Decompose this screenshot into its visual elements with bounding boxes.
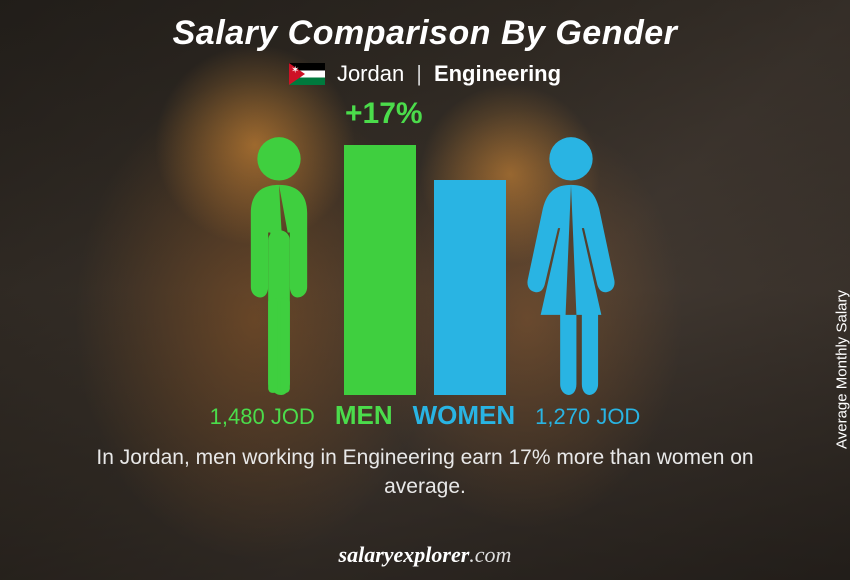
- men-label: MEN: [335, 400, 393, 431]
- percent-difference-label: +17%: [345, 97, 423, 131]
- brand-suffix: .com: [469, 542, 511, 567]
- jordan-flag-icon: [289, 63, 325, 85]
- brand-name: salaryexplorer: [339, 542, 470, 567]
- men-group: [224, 135, 416, 395]
- page-title: Salary Comparison By Gender: [0, 0, 850, 53]
- subtitle-row: Jordan | Engineering: [0, 61, 850, 87]
- bars-row: [0, 135, 850, 395]
- infographic-container: Salary Comparison By Gender Jordan | Eng…: [0, 0, 850, 580]
- man-icon: [224, 135, 334, 395]
- woman-icon: [516, 135, 626, 395]
- men-bar: [344, 145, 416, 395]
- separator: |: [416, 61, 422, 87]
- field-label: Engineering: [434, 61, 561, 87]
- y-axis-label: Average Monthly Salary: [834, 290, 850, 449]
- labels-row: 1,480 JOD MEN WOMEN 1,270 JOD: [0, 400, 850, 431]
- description-text: In Jordan, men working in Engineering ea…: [0, 437, 850, 502]
- women-label: WOMEN: [413, 400, 516, 431]
- men-salary-value: 1,480 JOD: [210, 404, 315, 430]
- chart-area: +17%: [0, 97, 850, 437]
- women-group: [434, 135, 626, 395]
- country-label: Jordan: [337, 61, 404, 87]
- women-bar: [434, 180, 506, 395]
- women-salary-value: 1,270 JOD: [535, 404, 640, 430]
- footer-brand: salaryexplorer.com: [0, 542, 850, 568]
